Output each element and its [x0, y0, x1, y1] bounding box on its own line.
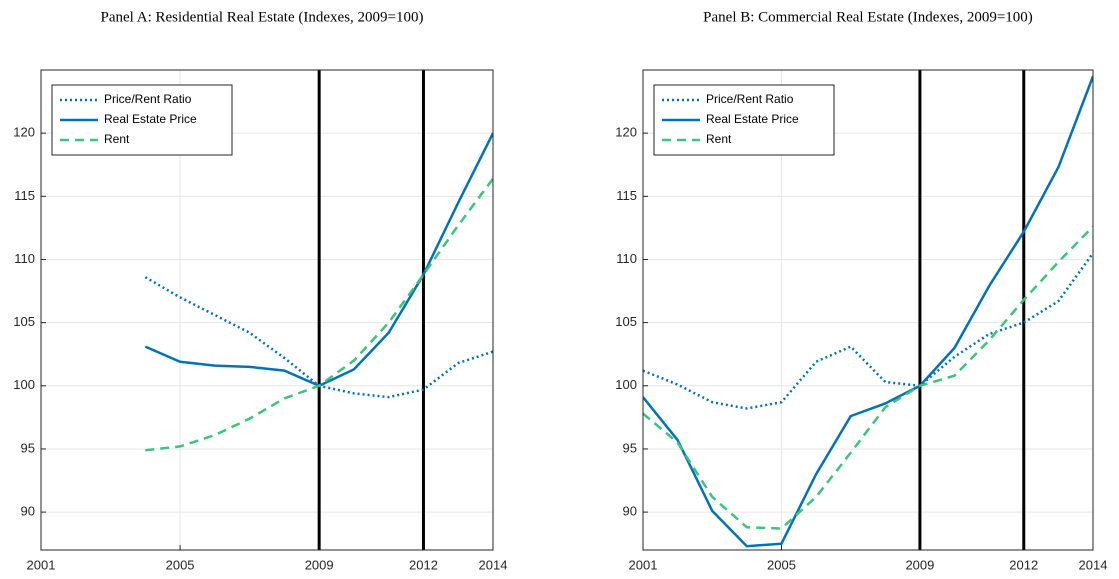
y-tick-label: 90	[623, 504, 637, 519]
y-tick-label: 105	[13, 314, 35, 329]
x-tick-label: 2009	[305, 557, 334, 572]
series-group	[144, 132, 493, 452]
y-tick-label: 115	[616, 188, 637, 203]
legend-label: Real Estate Price	[104, 112, 197, 126]
legend-label: Price/Rent Ratio	[104, 92, 192, 106]
panel: Panel A: Residential Real Estate (Indexe…	[13, 9, 507, 572]
panel: Panel B: Commercial Real Estate (Indexes…	[615, 9, 1107, 572]
legend: Price/Rent Ratio Real Estate Price Rent	[51, 84, 233, 156]
x-tick-label: 2014	[1079, 557, 1108, 572]
chart-title: Panel A: Residential Real Estate (Indexe…	[101, 9, 424, 25]
legend-label: Rent	[104, 132, 130, 146]
x-tick-label: 2005	[166, 557, 195, 572]
y-tick-label: 120	[13, 125, 35, 140]
x-tick-label: 2005	[767, 557, 796, 572]
x-tick-label: 2012	[409, 557, 438, 572]
legend-label: Rent	[706, 132, 732, 146]
y-tick-label: 110	[14, 251, 35, 266]
y-tick-label: 115	[14, 188, 35, 203]
plot-frame	[642, 69, 1094, 551]
y-tick-label: 105	[615, 314, 637, 329]
y-tick-label: 95	[21, 440, 35, 455]
legend-label: Real Estate Price	[706, 112, 799, 126]
plot-frame	[40, 69, 494, 551]
series-line	[145, 177, 493, 452]
y-tick-label: 90	[21, 504, 35, 519]
legend-label: Price/Rent Ratio	[706, 92, 794, 106]
series-line	[643, 225, 1093, 530]
x-tick-label: 2001	[27, 557, 56, 572]
series-line	[643, 252, 1093, 410]
x-tick-label: 2001	[629, 557, 658, 572]
chart-title: Panel B: Commercial Real Estate (Indexes…	[703, 9, 1033, 25]
series-group	[643, 75, 1093, 548]
legend: Price/Rent Ratio Real Estate Price Rent	[653, 84, 835, 156]
y-tick-label: 100	[13, 377, 35, 392]
x-tick-label: 2012	[1009, 557, 1038, 572]
series-line	[643, 75, 1093, 548]
x-tick-label: 2009	[905, 557, 934, 572]
y-tick-label: 95	[623, 440, 637, 455]
x-tick-label: 2014	[479, 557, 508, 572]
y-tick-label: 110	[616, 251, 637, 266]
y-tick-label: 100	[615, 377, 637, 392]
y-tick-label: 120	[615, 125, 637, 140]
